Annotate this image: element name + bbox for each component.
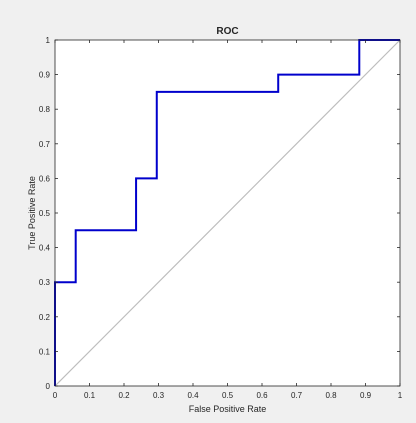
x-tick-label: 0.1 bbox=[84, 391, 96, 400]
y-tick-label: 0.8 bbox=[39, 105, 51, 114]
series-layer bbox=[54, 39, 401, 387]
x-tick-label: 0.3 bbox=[153, 391, 165, 400]
y-tick-label: 0 bbox=[46, 382, 51, 391]
chart-title: ROC bbox=[216, 26, 238, 37]
y-tick-label: 0.4 bbox=[39, 244, 51, 253]
x-tick-label: 0.2 bbox=[118, 391, 130, 400]
x-tick-label: 0 bbox=[53, 391, 58, 400]
x-tick-label: 0.7 bbox=[291, 391, 303, 400]
x-tick-label: 0.5 bbox=[222, 391, 234, 400]
y-tick-label: 0.5 bbox=[39, 209, 51, 218]
x-axis-label: False Positive Rate bbox=[189, 404, 267, 414]
y-tick-label: 0.6 bbox=[39, 174, 51, 183]
y-tick-label: 0.9 bbox=[39, 71, 51, 80]
y-tick-label: 0.1 bbox=[39, 347, 51, 356]
y-tick-label: 1 bbox=[46, 36, 51, 45]
x-tick-label: 0.8 bbox=[325, 391, 337, 400]
y-tick-label: 0.3 bbox=[39, 278, 51, 287]
y-tick-label: 0.7 bbox=[39, 140, 51, 149]
x-ticks: 0 0.1 0.2 0.3 0.4 0.5 0.6 0.7 0.8 0.9 1 bbox=[53, 40, 403, 400]
x-tick-label: 1 bbox=[398, 391, 403, 400]
x-tick-label: 0.9 bbox=[360, 391, 372, 400]
diagonal-reference-line bbox=[54, 39, 401, 387]
y-tick-label: 0.2 bbox=[39, 313, 51, 322]
y-ticks: 0 0.1 0.2 0.3 0.4 0.5 0.6 0.7 0.8 0.9 1 bbox=[39, 36, 400, 391]
x-tick-label: 0.6 bbox=[256, 391, 268, 400]
x-tick-label: 0.4 bbox=[187, 391, 199, 400]
roc-curve-line bbox=[54, 39, 400, 386]
y-axis-label: True Positive Rate bbox=[27, 176, 37, 250]
